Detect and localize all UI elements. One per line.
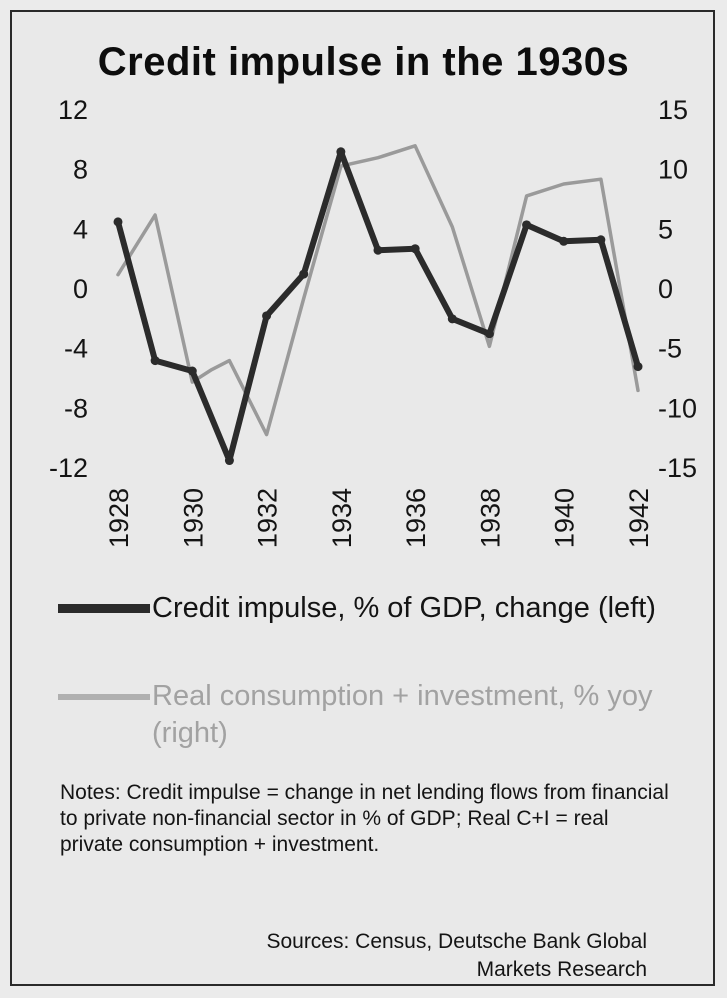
right-axis-ticks: 15 10 5 0 -5 -10 -15 [658,95,697,483]
x-tick-label: 1934 [327,488,357,548]
left-tick-label: 0 [73,274,88,304]
credit-impulse-point [224,456,234,466]
right-tick-label: -10 [658,393,697,423]
x-axis-ticks: 1928 1930 1932 1934 1936 1938 1940 1942 [104,488,654,548]
left-axis-ticks: 12 8 4 0 -4 -8 -12 [49,95,88,483]
credit-impulse-point [113,217,123,227]
x-tick-label: 1938 [475,488,505,548]
x-tick-label: 1928 [104,488,134,548]
right-tick-label: 0 [658,274,673,304]
left-tick-label: -8 [64,393,88,423]
credit-impulse-point [262,311,272,321]
x-tick-label: 1932 [253,488,283,548]
line-chart: 12 8 4 0 -4 -8 -12 15 10 5 0 -5 -10 -15 1928 1930 1932… [49,95,697,548]
series-line-credit-impulse [115,148,641,464]
credit-impulse-point [633,362,643,372]
chart-frame [10,10,715,986]
credit-impulse-point [336,147,346,157]
legend-swatch-dark-line-icon [58,604,150,613]
credit-impulse-point [410,244,420,254]
left-tick-label: -12 [49,453,88,483]
credit-impulse-point [150,356,160,366]
chart-title: Credit impulse in the 1930s [97,40,630,84]
legend-label-credit-impulse: Credit impulse, % of GDP, change (left) [152,592,656,624]
right-tick-label: -15 [658,453,697,483]
series-line-real-consumption [116,144,640,437]
left-tick-label: 8 [73,155,88,185]
legend-label-real-consumption: Real consumption + investment, % yoy (ri… [152,680,653,749]
credit-impulse-point [299,269,309,279]
right-tick-label: 5 [658,214,673,244]
series-layer [113,144,643,466]
chart-notes: Notes: Credit impulse = change in net le… [60,781,669,856]
x-tick-label: 1942 [624,488,654,548]
x-tick-label: 1940 [550,488,580,548]
left-tick-label: 12 [58,95,88,125]
credit-impulse-point [484,329,494,339]
right-tick-label: 15 [658,95,688,125]
left-tick-label: 4 [73,214,88,244]
credit-impulse-point [522,220,532,230]
legend-swatch-gray-line-icon [58,694,150,700]
chart-sources: Sources: Census, Deutsche Bank Global Ma… [266,930,647,981]
right-tick-label: -5 [658,334,682,364]
x-tick-label: 1936 [401,488,431,548]
credit-impulse-point [373,245,383,255]
credit-impulse-point [559,236,569,246]
x-tick-label: 1930 [178,488,208,548]
credit-impulse-point [596,235,606,245]
left-tick-label: -4 [64,334,88,364]
credit-impulse-point [187,366,197,376]
right-tick-label: 10 [658,155,688,185]
credit-impulse-point [447,314,457,324]
